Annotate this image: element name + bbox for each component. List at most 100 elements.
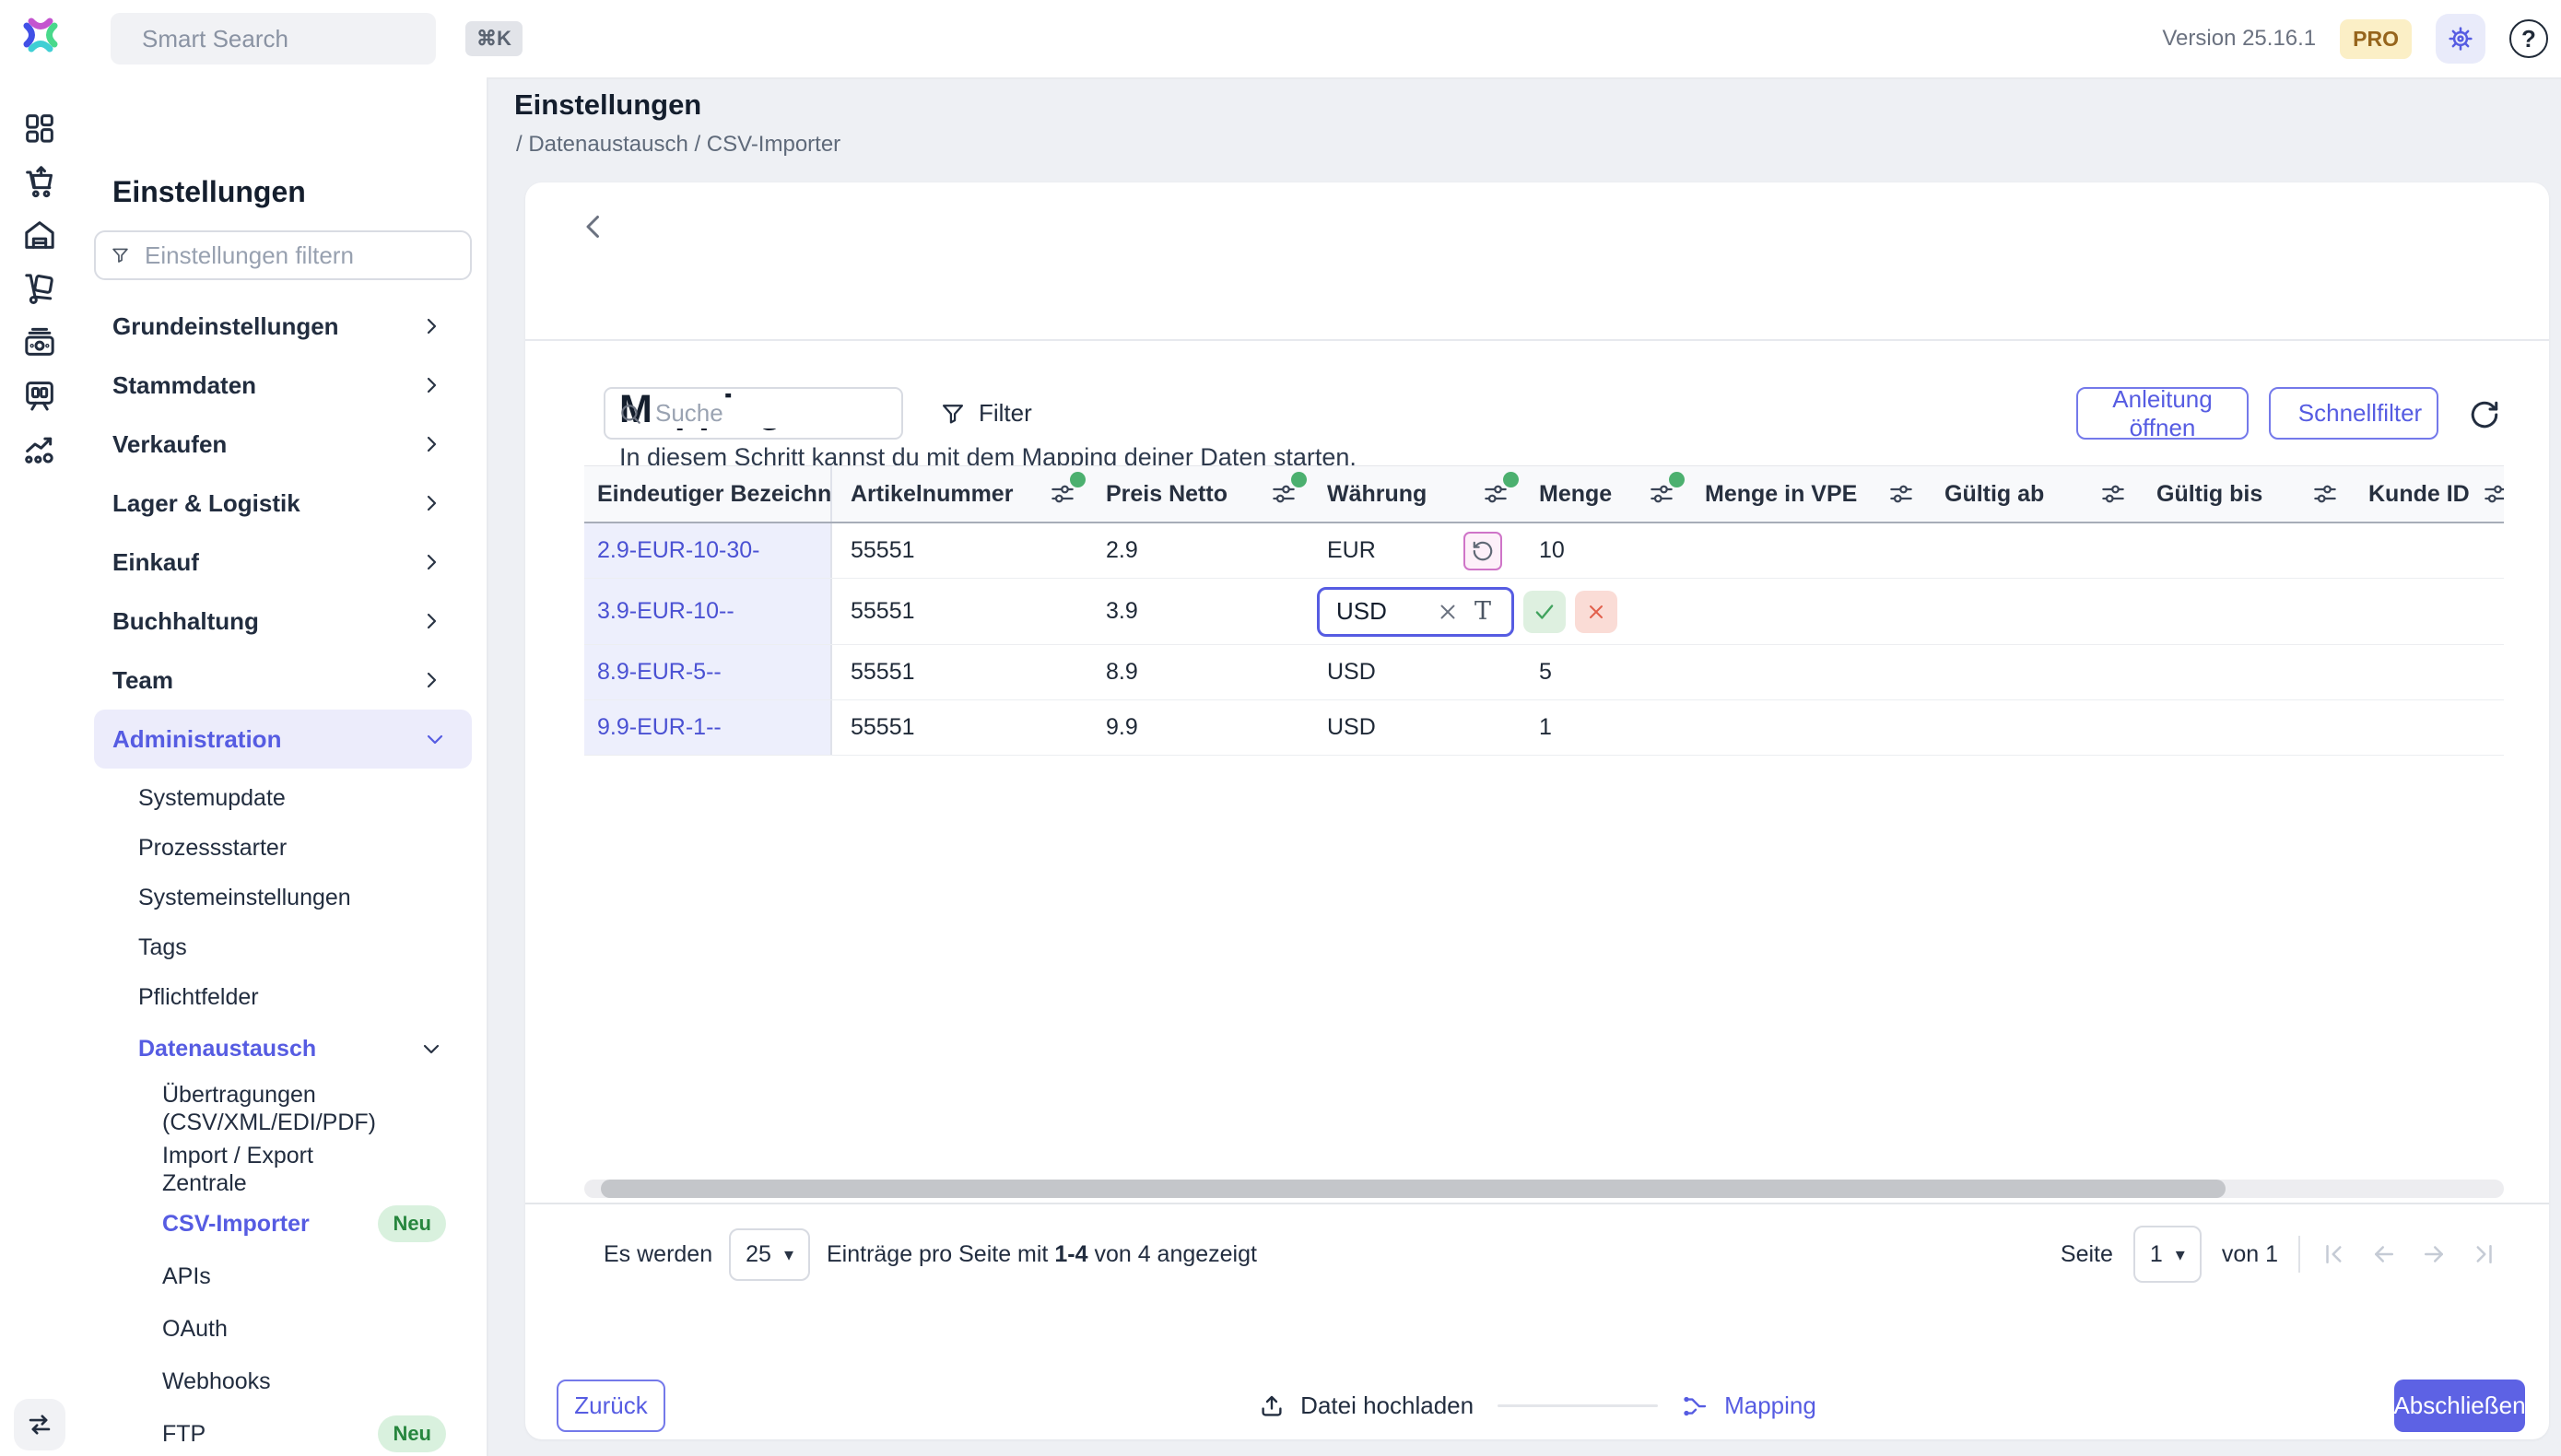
sidebar-item-team[interactable]: Team [79, 651, 487, 710]
mapped-dot [1669, 472, 1685, 487]
row-identifier-link[interactable]: 8.9-EUR-5-- [597, 659, 722, 685]
warehouse-icon[interactable] [21, 217, 58, 253]
back-step-button[interactable]: Zurück [557, 1380, 665, 1432]
column-header-menge: Menge [1521, 466, 1686, 522]
column-filter-icon[interactable] [2311, 480, 2339, 508]
help-button[interactable]: ? [2509, 19, 2548, 58]
sidebar-item-systemupdate[interactable]: Systemupdate [138, 784, 286, 811]
clear-input-icon[interactable] [1436, 600, 1460, 624]
sidebar-item-webhooks[interactable]: Webhooks [162, 1368, 271, 1394]
sidebar-item-pflichtfelder[interactable]: Pflichtfelder [138, 983, 259, 1010]
smart-search[interactable]: ⌘K [111, 13, 523, 65]
sidebar-nav: Grundeinstellungen Stammdaten Verkaufen … [79, 297, 487, 1456]
handtruck-icon[interactable] [21, 270, 58, 307]
table-search-input[interactable] [653, 398, 888, 429]
sidebar-item-csv-importer[interactable]: CSV-Importer Neu [79, 1197, 487, 1250]
back-button[interactable] [577, 210, 610, 243]
smart-search-input[interactable] [140, 23, 452, 54]
column-filter-icon[interactable] [2099, 480, 2127, 508]
search-icon [621, 404, 640, 424]
neu-badge: Neu [378, 1204, 446, 1242]
table-row[interactable]: 3.9-EUR-10-- 55551 3.9 T [584, 579, 2504, 645]
sidebar-item-import-export-zentrale[interactable]: Import / Export Zentrale [162, 1143, 313, 1196]
undo-change-button[interactable] [1463, 531, 1502, 570]
sidebar-item-grundeinstellungen[interactable]: Grundeinstellungen [79, 297, 487, 356]
table-row[interactable]: 2.9-EUR-10-30- 55551 2.9 EUR 10 [584, 523, 2504, 579]
refresh-icon [2471, 401, 2498, 429]
step-upload[interactable]: Datei hochladen [1258, 1391, 1474, 1420]
divider [525, 339, 2549, 341]
table-header-row: Eindeutiger Bezeichner Artikelnummer Pre… [584, 465, 2504, 523]
refresh-button[interactable] [2468, 398, 2501, 431]
sidebar-item-apis[interactable]: APIs [162, 1262, 211, 1289]
sidebar-item-lager-logistik[interactable]: Lager & Logistik [79, 474, 487, 533]
column-filter-icon[interactable] [1482, 472, 1519, 508]
finish-button[interactable]: Abschließen [2393, 1380, 2526, 1432]
table-row[interactable]: 9.9-EUR-1-- 55551 9.9 USD 1 [584, 700, 2504, 756]
text-type-icon: T [1474, 597, 1492, 626]
page-select[interactable]: 1 ▾ [2132, 1226, 2202, 1283]
chevron-right-icon [420, 315, 442, 337]
step-mapping[interactable]: Mapping [1682, 1391, 1816, 1420]
step-connector [1498, 1404, 1659, 1407]
column-filter-icon[interactable] [1887, 480, 1915, 508]
sidebar-item-tags[interactable]: Tags [138, 933, 187, 960]
topbar: ⌘K Version 25.16.1 PRO ? [79, 0, 2561, 79]
column-filter-icon[interactable] [1049, 472, 1086, 508]
row-identifier-link[interactable]: 3.9-EUR-10-- [597, 598, 734, 624]
sidebar-item-einkauf[interactable]: Einkauf [79, 533, 487, 592]
dashboard-icon[interactable] [21, 110, 58, 147]
row-identifier-link[interactable]: 9.9-EUR-1-- [597, 714, 722, 740]
sell-cart-icon[interactable] [21, 163, 58, 200]
app-logo[interactable] [18, 13, 63, 57]
sidebar-item-administration[interactable]: Administration [94, 710, 472, 769]
first-page-icon[interactable] [2320, 1240, 2348, 1268]
chevron-down-icon: ▾ [783, 1244, 793, 1265]
board-icon[interactable] [21, 377, 58, 414]
cash-icon[interactable] [21, 323, 58, 360]
next-page-icon[interactable] [2420, 1240, 2448, 1268]
sidebar-item-verkaufen[interactable]: Verkaufen [79, 415, 487, 474]
filter-button[interactable]: Filter [940, 387, 1032, 440]
page-size-select[interactable]: 25 ▾ [729, 1227, 810, 1281]
last-page-icon[interactable] [2470, 1240, 2497, 1268]
chevron-right-icon [420, 610, 442, 632]
chevron-right-icon [420, 669, 442, 691]
mapped-dot [1503, 472, 1519, 487]
sidebar-item-datenaustausch[interactable]: Datenaustausch [79, 1022, 487, 1075]
column-filter-icon[interactable] [1648, 472, 1685, 508]
cancel-edit-button[interactable] [1575, 590, 1617, 633]
column-header-gueltig-bis: Gültig bis [2138, 466, 2350, 522]
currency-edit-field[interactable]: T [1317, 586, 1514, 637]
sidebar-item-oauth[interactable]: OAuth [162, 1315, 228, 1342]
sidebar-item-ftp[interactable]: FTP Neu [79, 1407, 487, 1456]
column-filter-icon[interactable] [1270, 472, 1307, 508]
currency-input[interactable] [1334, 596, 1421, 627]
funnel-icon [942, 404, 964, 423]
settings-gear-button[interactable] [2436, 14, 2485, 64]
column-filter-icon[interactable] [2482, 480, 2504, 508]
sidebar-item-systemeinstellungen[interactable]: Systemeinstellungen [138, 884, 351, 910]
sidebar-item-buchhaltung[interactable]: Buchhaltung [79, 592, 487, 651]
prev-page-icon[interactable] [2370, 1240, 2398, 1268]
chevron-right-icon [420, 433, 442, 455]
scrollbar-thumb[interactable] [601, 1180, 2226, 1198]
entries-range: 1-4 [1054, 1240, 1088, 1267]
horizontal-scrollbar[interactable] [584, 1180, 2504, 1198]
chevron-down-icon [424, 728, 446, 750]
table-search[interactable] [604, 387, 903, 440]
confirm-edit-button[interactable] [1523, 590, 1566, 633]
sidebar-filter[interactable] [94, 230, 472, 280]
quickfilter-button[interactable]: Schnellfilter [2269, 387, 2438, 440]
row-identifier-link[interactable]: 2.9-EUR-10-30- [597, 537, 760, 563]
sidebar-item-prozessstarter[interactable]: Prozessstarter [138, 834, 288, 861]
sidebar-filter-input[interactable] [143, 240, 455, 271]
statistics-icon[interactable] [21, 430, 58, 467]
sidebar-item-uebertragungen[interactable]: Übertragungen (CSV/XML/EDI/PDF) [162, 1082, 376, 1135]
column-header-gueltig-ab: Gültig ab [1926, 466, 2138, 522]
sidebar-item-stammdaten[interactable]: Stammdaten [79, 356, 487, 415]
table-row[interactable]: 8.9-EUR-5-- 55551 8.9 USD 5 [584, 645, 2504, 700]
open-guide-button[interactable]: Anleitung öffnen [2076, 385, 2249, 441]
sidebar-collapse-button[interactable] [14, 1399, 65, 1450]
column-header-menge-vpe: Menge in VPE [1686, 466, 1926, 522]
